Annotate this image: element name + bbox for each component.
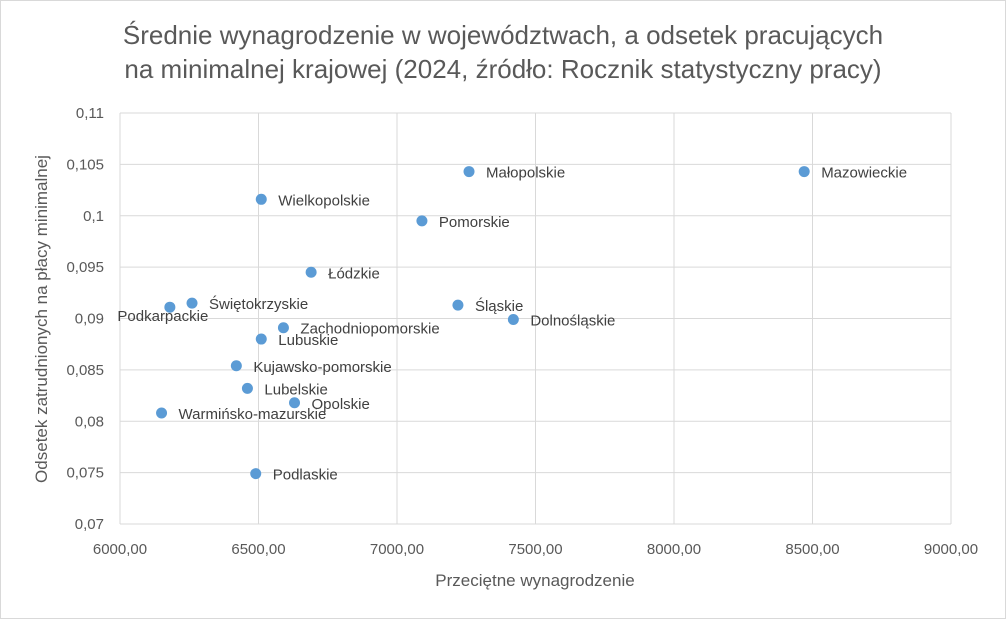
data-point-label: Kujawsko-pomorskie xyxy=(253,359,391,376)
data-point xyxy=(230,360,242,372)
y-tick-label: 0,1 xyxy=(83,208,104,225)
x-tick-label: 8000,00 xyxy=(647,541,701,558)
y-tick-label: 0,095 xyxy=(66,259,104,276)
data-points xyxy=(156,166,810,480)
data-point-label: Śląskie xyxy=(475,297,523,315)
data-labels: Mazowieckie Małopolskie Wielkopolskie Pomor… xyxy=(117,165,907,484)
data-point xyxy=(250,468,262,480)
data-point xyxy=(452,299,464,311)
y-tick-label: 0,075 xyxy=(66,465,104,482)
data-point-label: Podlaskie xyxy=(273,467,338,484)
chart-title-line-2: na minimalnej krajowej (2024, źródło: Ro… xyxy=(124,54,882,84)
x-axis-ticks: 6000,00 6500,00 7000,00 7500,00 8000,00 8500,… xyxy=(93,541,978,558)
data-point xyxy=(463,166,475,178)
data-point-label: Pomorskie xyxy=(439,214,510,231)
chart-title-line-1: Średnie wynagrodzenie w województwach, a… xyxy=(122,20,884,50)
y-tick-label: 0,105 xyxy=(66,156,104,173)
data-point-label: Łódzkie xyxy=(328,265,380,282)
data-point xyxy=(186,297,198,309)
y-tick-label: 0,09 xyxy=(75,311,104,328)
data-point xyxy=(164,301,176,313)
data-point-label: Wielkopolskie xyxy=(278,192,370,209)
data-point xyxy=(241,382,253,394)
y-tick-label: 0,08 xyxy=(75,413,104,430)
y-tick-label: 0,11 xyxy=(76,105,104,122)
data-point-label: Warmińsko-mazurskie xyxy=(179,406,327,423)
x-tick-label: 7500,00 xyxy=(508,541,562,558)
gridlines xyxy=(119,112,952,525)
data-point-label: Dolnośląskie xyxy=(530,313,615,330)
data-point-label: Małopolskie xyxy=(486,165,565,182)
y-axis-ticks: 0,07 0,075 0,08 0,085 0,09 0,095 0,1 0,105 0,11 xyxy=(66,105,104,533)
data-point xyxy=(416,215,428,227)
y-tick-label: 0,085 xyxy=(66,362,104,379)
y-tick-label: 0,07 xyxy=(75,516,104,533)
x-tick-label: 6000,00 xyxy=(93,541,147,558)
data-point xyxy=(798,166,810,178)
chart-title: Średnie wynagrodzenie w województwach, a… xyxy=(0,18,1006,86)
x-tick-label: 6500,00 xyxy=(231,541,285,558)
data-point xyxy=(255,333,267,345)
x-tick-label: 7000,00 xyxy=(370,541,424,558)
x-tick-label: 9000,00 xyxy=(924,541,978,558)
data-point-label: Zachodniopomorskie xyxy=(300,321,439,338)
data-point-label: Świętokrzyskie xyxy=(209,295,308,313)
data-point-label: Opolskie xyxy=(312,396,370,413)
data-point xyxy=(255,193,267,205)
data-point xyxy=(277,322,289,334)
data-point-label: Lubelskie xyxy=(264,381,327,398)
data-point xyxy=(289,397,301,409)
data-point-label: Podkarpackie xyxy=(117,308,208,325)
y-axis-title: Odsetek zatrudnionych na płacy minimalne… xyxy=(32,155,51,483)
x-tick-label: 8500,00 xyxy=(785,541,839,558)
x-axis-title: Przeciętne wynagrodzenie xyxy=(435,571,634,590)
data-point xyxy=(305,266,317,278)
data-point-label: Lubuskie xyxy=(278,332,338,349)
data-point xyxy=(507,314,519,326)
data-point-label: Mazowieckie xyxy=(821,165,907,182)
data-point xyxy=(156,407,168,419)
